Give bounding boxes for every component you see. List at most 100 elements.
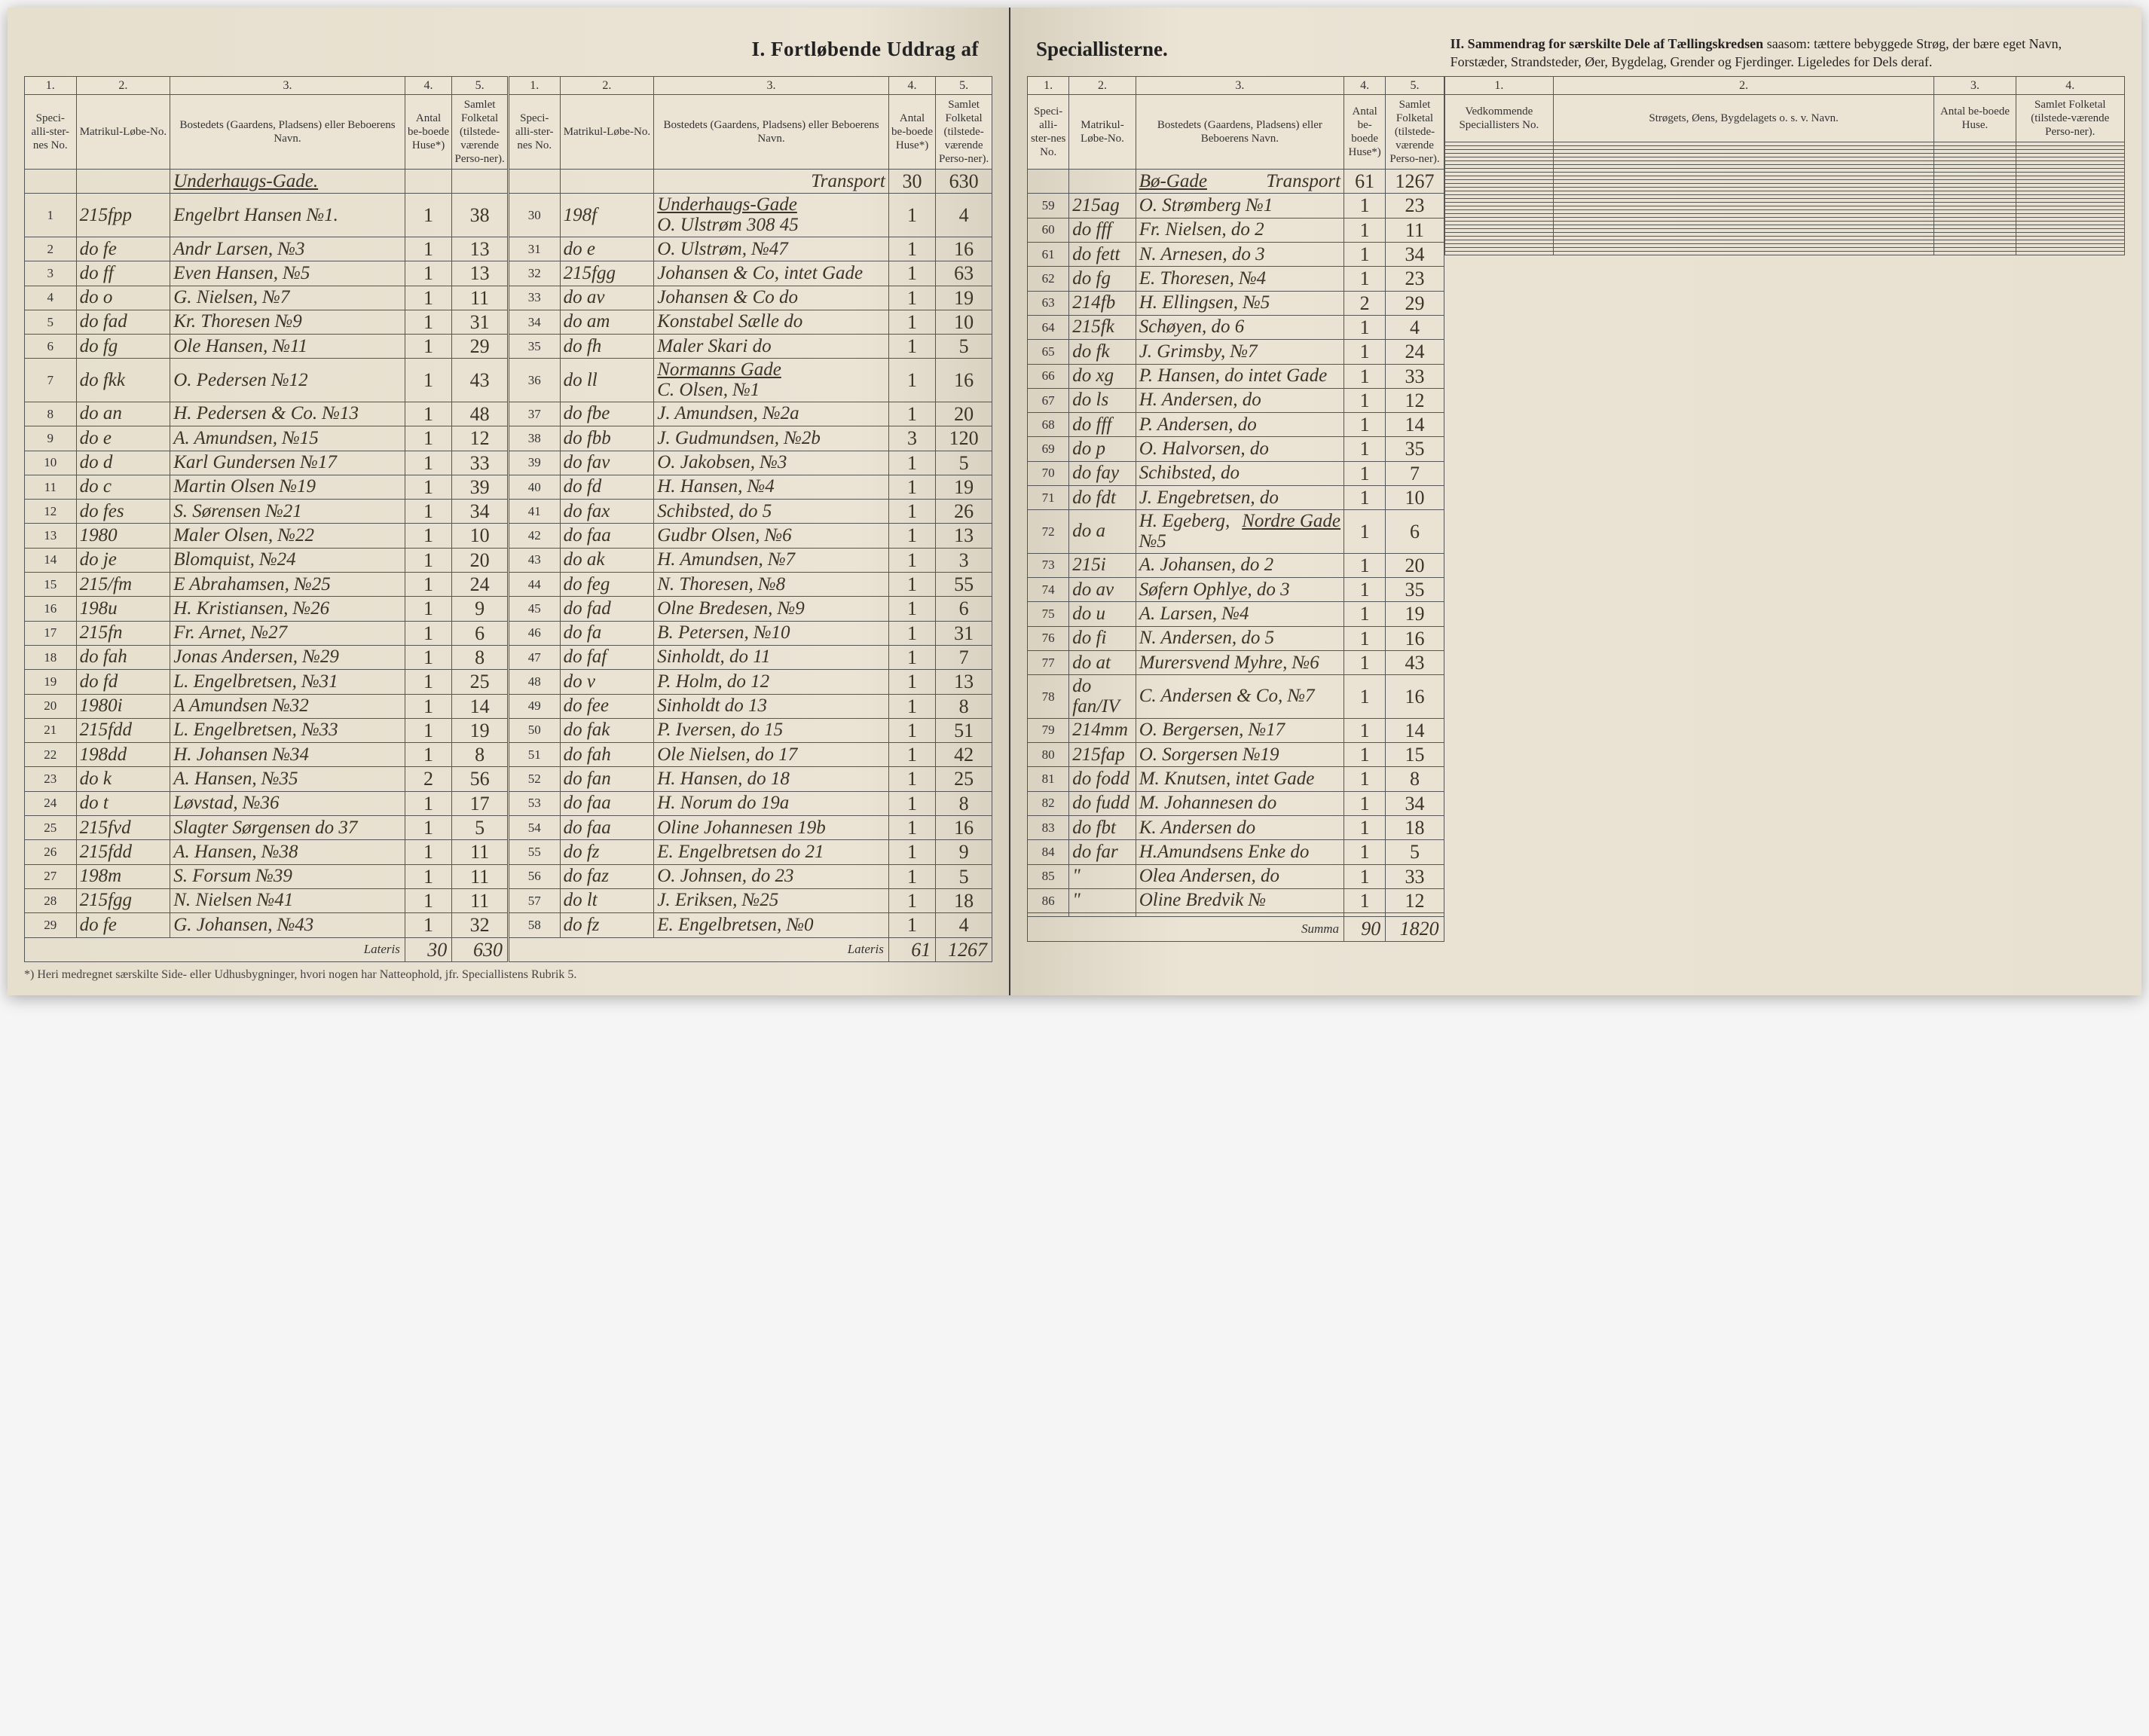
cell: 19 — [936, 286, 992, 310]
cell: 61 — [888, 937, 935, 961]
table-row: 23do kA. Hansen, №3525652do fanH. Hansen… — [25, 767, 992, 791]
cell: 83 — [1028, 816, 1069, 840]
cell: 11 — [452, 286, 509, 310]
cell: Maler Olsen, №22 — [170, 524, 405, 548]
cell: 215i — [1069, 553, 1136, 577]
cell: 1 — [405, 597, 451, 621]
cell: 24 — [25, 791, 77, 815]
cell: 7 — [25, 359, 77, 402]
table-row: 22198ddH. Johansen №341851do fahOle Niel… — [25, 743, 992, 767]
cell: 30 — [888, 170, 935, 194]
cell: 35 — [509, 335, 561, 359]
cell: do fkk — [76, 359, 170, 402]
cell: 1 — [405, 718, 451, 742]
table-row: 3do ffEven Hansen, №511332215fggJohansen… — [25, 261, 992, 286]
cell: do fad — [76, 310, 170, 334]
cell: 90 — [1344, 917, 1386, 941]
cell: do k — [76, 767, 170, 791]
cell: do fad — [560, 597, 654, 621]
cell: M. Johannesen do — [1136, 791, 1344, 815]
cell: 16 — [936, 359, 992, 402]
cell: 1 — [888, 791, 935, 815]
cell: Schibsted, do 5 — [654, 500, 889, 524]
table-row: 9do eA. Amundsen, №1511238do fbbJ. Gudmu… — [25, 426, 992, 451]
table-row: 19do fdL. Engelbretsen, №3112548do vP. H… — [25, 670, 992, 694]
cell: 12 — [1386, 388, 1444, 412]
cell: Ole Hansen, №11 — [170, 335, 405, 359]
cell: 4 — [936, 194, 992, 237]
cell: do fbt — [1069, 816, 1136, 840]
cell: Normanns GadeC. Olsen, №1 — [654, 359, 889, 402]
cell: 1 — [405, 475, 451, 499]
cell: 1 — [1344, 218, 1386, 242]
cell: 42 — [936, 743, 992, 767]
cell: do e — [76, 426, 170, 451]
cell: 1 — [888, 451, 935, 475]
right-table-b: 1. 2. 3. 4. Vedkommende Speciallisters N… — [1444, 76, 2125, 255]
section2-title-bold: II. Sammendrag for særskilte Dele af Tæl… — [1450, 36, 1764, 51]
cell: A. Hansen, №38 — [170, 840, 405, 864]
cell: J. Amundsen, №2a — [654, 402, 889, 426]
cell: L. Engelbretsen, №31 — [170, 670, 405, 694]
cell: Olea Andersen, do — [1136, 864, 1344, 888]
cell: 1 — [1344, 651, 1386, 675]
cell: O. Strømberg №1 — [1136, 194, 1344, 218]
cell: 5 — [452, 816, 509, 840]
cell: 21 — [25, 718, 77, 742]
cell: H.Amundsens Enke do — [1136, 840, 1344, 864]
cell: 31 — [452, 310, 509, 334]
cell — [1028, 170, 1069, 194]
cell: 16 — [25, 597, 77, 621]
cell: do fi — [1069, 626, 1136, 650]
cell: 17 — [25, 621, 77, 645]
table-row: 78do fan/IVC. Andersen & Co, №7116 — [1028, 675, 1444, 719]
cell: 1 — [1344, 243, 1386, 267]
cell: do fg — [76, 335, 170, 359]
cell — [509, 170, 561, 194]
cell: 56 — [509, 864, 561, 888]
cell: 1 — [1344, 602, 1386, 626]
cell: 1 — [1344, 578, 1386, 602]
cell: do d — [76, 451, 170, 475]
cell: A. Larsen, №4 — [1136, 602, 1344, 626]
cell: 1 — [888, 359, 935, 402]
cell: 13 — [936, 524, 992, 548]
cell: A. Amundsen, №15 — [170, 426, 405, 451]
cell: 28 — [25, 888, 77, 912]
table-row: 8do anH. Pedersen & Co. №1314837do fbeJ.… — [25, 402, 992, 426]
cell: 1 — [1344, 413, 1386, 437]
cell: 29 — [1386, 291, 1444, 315]
cell: 16 — [1386, 675, 1444, 719]
cell: 215fap — [1069, 743, 1136, 767]
cell: 11 — [452, 864, 509, 888]
cell: 1 — [405, 670, 451, 694]
cell: B. Petersen, №10 — [654, 621, 889, 645]
cell: 20 — [25, 694, 77, 718]
cell: do fdt — [1069, 486, 1136, 510]
cell: 25 — [936, 767, 992, 791]
table-row: 73215iA. Johansen, do 2120 — [1028, 553, 1444, 577]
cell: 8 — [936, 791, 992, 815]
cell: do o — [76, 286, 170, 310]
left-table: 1. 2. 3. 4. 5. 1. 2. 3. 4. 5. Speci-alli… — [24, 76, 992, 962]
cell: E. Engelbretsen, №0 — [654, 913, 889, 937]
cell: 64 — [1028, 315, 1069, 339]
cell: 1 — [888, 286, 935, 310]
table-row: 11do cMartin Olsen №1913940do fdH. Hanse… — [25, 475, 992, 499]
cell: 3 — [888, 426, 935, 451]
lateris-row: Lateris30630Lateris611267 — [25, 937, 992, 961]
cell: 1 — [405, 621, 451, 645]
cell: 12 — [452, 426, 509, 451]
table-row: 4do oG. Nielsen, №711133do avJohansen & … — [25, 286, 992, 310]
cell: 1 — [25, 194, 77, 237]
table-row: 71do fdtJ. Engebretsen, do110 — [1028, 486, 1444, 510]
transport-row: Bø-GadeTransport611267 — [1028, 170, 1444, 194]
lateris-label: Lateris — [25, 937, 405, 961]
cell: 1 — [405, 261, 451, 286]
cell: 48 — [509, 670, 561, 694]
cell: 1 — [405, 359, 451, 402]
cell: 1 — [405, 426, 451, 451]
cell: Underhaugs-GadeO. Ulstrøm 308 45 — [654, 194, 889, 237]
cell: do v — [560, 670, 654, 694]
cell: N. Andersen, do 5 — [1136, 626, 1344, 650]
